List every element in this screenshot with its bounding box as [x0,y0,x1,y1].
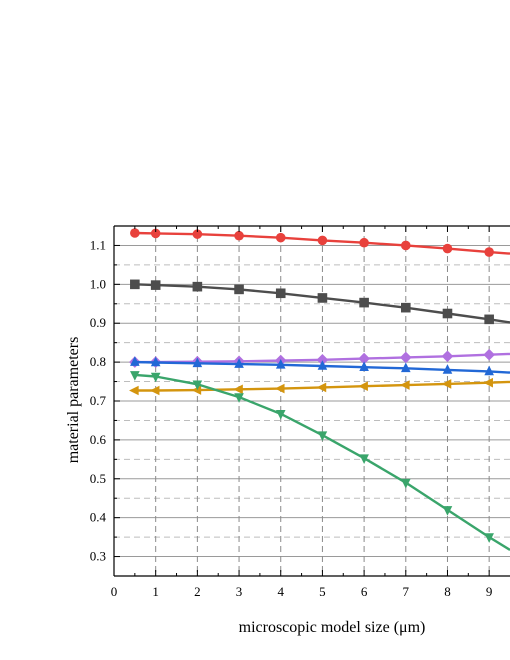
data-point [317,360,328,370]
data-point [192,357,203,368]
series-6 [130,371,510,551]
data-point [359,297,369,308]
data-point [192,380,203,391]
data-point [275,232,286,243]
y-tick-label: 1.1 [90,237,106,252]
data-point [233,384,243,395]
data-point [191,385,202,395]
data-point [316,382,327,393]
data-point [358,381,368,392]
data-point [317,431,328,442]
data-point [130,371,140,381]
data-point [358,352,370,365]
x-tick-label: 1 [152,584,159,599]
series-2 [130,279,510,325]
data-point [149,385,160,396]
data-point [400,478,411,489]
data-point [234,358,244,368]
data-point [359,237,369,248]
y-tick-label: 0.7 [90,393,107,408]
x-tick-label: 4 [277,584,284,599]
data-point [484,365,494,376]
x-tick-label: 3 [236,584,243,599]
y-tick-label: 1.0 [90,276,106,291]
x-tick-label: 8 [444,584,451,599]
data-point [192,281,203,292]
data-point [274,383,285,394]
data-point [483,377,493,388]
y-tick-label: 0.8 [90,354,106,369]
data-point [275,410,286,420]
x-tick-label: 9 [486,584,493,599]
data-point [359,454,369,464]
data-point [275,288,286,299]
data-point [441,350,454,363]
data-point [399,351,412,364]
series-1 [130,228,510,257]
y-tick-label: 0.4 [90,510,107,525]
data-point [399,380,410,390]
data-point [150,356,161,367]
grid [114,226,510,576]
y-tick-label: 0.9 [90,315,106,330]
data-point [400,240,411,251]
y-tick-label: 0.5 [90,471,106,486]
y-tick-label: 0.6 [90,432,107,447]
data-point [317,293,328,303]
data-point [234,230,244,241]
data-point [400,362,411,373]
data-point [130,279,140,290]
data-point [150,228,161,239]
series-group [129,228,510,551]
data-point [192,229,203,239]
y-tick-label: 0.3 [90,549,106,564]
data-point [150,280,161,290]
data-point [234,393,244,403]
data-point [484,314,494,325]
data-point [484,533,494,543]
y-axis-title: material parameters [65,337,82,464]
data-point [359,361,369,371]
series-4 [130,356,510,376]
data-point [275,359,286,369]
data-point [316,353,329,366]
data-point [234,284,244,295]
data-point [442,243,453,254]
x-axis-title: microscopic model size (μm) [239,619,426,636]
data-point [317,235,328,246]
series-5 [129,377,510,396]
data-point [441,379,452,389]
data-point [483,348,495,361]
data-point [442,364,453,374]
axes: 0 1 2 3 4 5 6 7 8 9 0.3 0.4 0.5 0.6 0.7 0.8 0.9 1.0 1.1 [90,225,510,599]
data-point [400,302,411,313]
data-point [442,308,453,319]
data-point [150,372,161,383]
x-tick-label: 6 [361,584,368,599]
data-point [484,247,494,257]
x-tick-label: 7 [403,584,410,599]
x-tick-label: 5 [319,584,326,599]
data-point [130,228,140,238]
data-point [129,385,139,396]
x-tick-label: 0 [111,584,118,599]
data-point [130,356,140,366]
x-tick-label: 2 [194,584,201,599]
data-point [442,506,453,516]
